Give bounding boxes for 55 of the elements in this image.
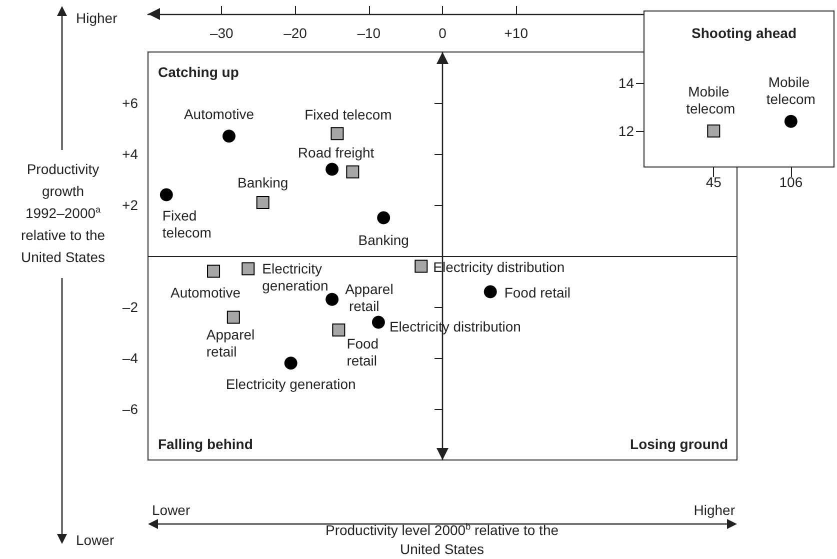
annotation: Banking [358, 232, 409, 248]
x-tick-label: +10 [504, 25, 528, 41]
y-tick-label: 12 [618, 123, 634, 139]
annotation: Falling behind [158, 436, 253, 452]
annotation: Mobile telecom [686, 84, 736, 116]
point [242, 262, 255, 276]
y-tick-label: 14 [618, 75, 634, 91]
point [160, 188, 173, 202]
y-tick-label: +2 [122, 197, 138, 213]
annotation: Electricity generation [226, 376, 356, 392]
x-tick-label: 0 [438, 25, 447, 41]
point [326, 292, 339, 306]
annotation: Food retail [504, 284, 571, 301]
x-tick-label: –30 [210, 25, 234, 41]
annotation: Fixed telecom [162, 207, 212, 240]
text: Lower [152, 502, 190, 518]
y-tick-label: +6 [122, 95, 138, 111]
point [414, 260, 428, 273]
point [484, 285, 497, 298]
text: Lower [76, 532, 114, 548]
x-tick-label: –10 [357, 25, 381, 41]
annotation: Losing ground [630, 436, 728, 452]
y-tick-label: –2 [122, 299, 138, 315]
point [377, 211, 390, 224]
point [326, 162, 339, 176]
point [226, 310, 240, 324]
text: Higher [76, 10, 118, 26]
annotation: Food retail [346, 335, 382, 368]
text: Higher [694, 502, 736, 518]
annotation: Automotive [184, 106, 254, 122]
point [284, 356, 298, 370]
x-tick-label: –20 [284, 25, 308, 41]
text: Productivity growth 1992–2000$^{a}$ relative to the United States [20, 161, 106, 265]
point [256, 196, 270, 209]
annotation: Road freight [298, 144, 374, 160]
point [332, 323, 346, 336]
y-tick-label: –4 [122, 350, 138, 366]
annotation: Automotive [170, 284, 241, 300]
y-tick-label: +4 [122, 146, 138, 162]
x-tick-label: 45 [706, 174, 722, 190]
annotation: Apparel retail [345, 280, 394, 314]
y-tick-label: –6 [122, 401, 138, 417]
annotation: Mobile telecom [766, 74, 816, 107]
annotation: Electricity generation [262, 260, 328, 294]
x-tick-label: 106 [779, 174, 803, 190]
point [372, 316, 385, 329]
text: Shooting ahead [692, 25, 796, 41]
annotation: Apparel retail [206, 326, 259, 360]
point [330, 127, 344, 140]
point [346, 165, 360, 178]
point [222, 130, 236, 143]
point [207, 264, 220, 278]
annotation: Fixed telecom [304, 106, 392, 123]
annotation: Banking [238, 174, 288, 190]
annotation: Catching up [158, 64, 239, 80]
